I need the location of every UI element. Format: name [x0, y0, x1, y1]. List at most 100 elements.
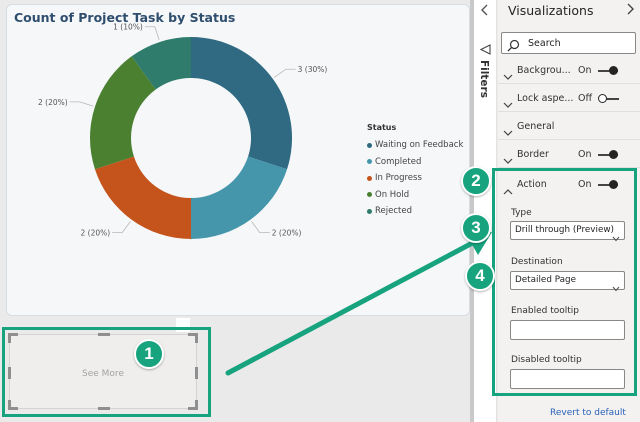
filters-label[interactable]: Filters — [478, 60, 490, 98]
filter-funnel-icon[interactable] — [479, 40, 491, 59]
section-action[interactable]: Action On — [498, 172, 640, 198]
pane-title: Visualizations — [508, 3, 594, 18]
callout-2: 2 — [461, 166, 491, 196]
callout-4: 4 — [465, 261, 495, 291]
legend-marker — [367, 192, 372, 198]
leader-line — [274, 68, 296, 78]
resize-handle[interactable] — [188, 407, 198, 410]
donut-chart: 3 (30%) 2 (20%) 2 (20%) 2 (20%) 1 (10%) — [38, 23, 328, 239]
legend-entry[interactable]: Waiting on Feedback — [367, 137, 463, 154]
see-more-button[interactable]: See More — [8, 333, 198, 410]
donut-slice-waiting-on-feedback[interactable] — [191, 37, 292, 170]
report-canvas: Count of Project Task by Status 3 (30%) 2… — [2, 4, 470, 417]
leader-line — [144, 26, 160, 41]
data-label: 3 (30%) — [298, 65, 328, 74]
border-toggle[interactable] — [598, 150, 618, 159]
legend-entry[interactable]: Completed — [367, 154, 463, 171]
leader-line — [69, 101, 94, 107]
legend-marker — [367, 159, 372, 165]
chevron-down-icon — [612, 277, 620, 296]
legend-entry[interactable]: In Progress — [367, 170, 463, 187]
destination-dropdown[interactable]: Detailed Page — [510, 271, 625, 292]
data-label: 1 (10%) — [113, 23, 143, 32]
resize-handle[interactable] — [8, 367, 11, 379]
donut-slice-on-hold[interactable] — [89, 56, 156, 170]
legend-label: In Progress — [375, 173, 422, 184]
chevron-down-icon — [612, 227, 620, 246]
legend-label: Rejected — [375, 206, 412, 217]
legend-label: On Hold — [375, 189, 410, 200]
disabled-tooltip-input[interactable] — [510, 369, 625, 389]
section-label: Action — [517, 179, 547, 190]
donut-chart-visual[interactable]: Count of Project Task by Status 3 (30%) 2… — [6, 4, 470, 316]
disabled-tooltip-label: Disabled tooltip — [511, 355, 582, 365]
chevron-down-icon — [503, 66, 513, 85]
section-label: Backgrou... — [517, 65, 571, 76]
resize-handle[interactable] — [8, 400, 11, 410]
legend-title: Status — [367, 123, 397, 132]
lock-aspect-toggle[interactable] — [598, 94, 619, 103]
section-border[interactable]: Border On — [498, 142, 640, 168]
legend-marker — [367, 175, 372, 181]
chevron-up-icon — [503, 180, 513, 199]
destination-label: Destination — [511, 257, 563, 267]
chevron-left-icon[interactable] — [480, 4, 489, 20]
type-dropdown[interactable]: Drill through (Preview) — [510, 221, 625, 242]
callout-3: 3 — [461, 213, 491, 243]
leader-line — [251, 221, 270, 234]
action-highlight-box — [492, 168, 637, 396]
chevron-down-icon — [503, 94, 513, 113]
legend-label: Completed — [375, 156, 422, 167]
data-label: 2 (20%) — [272, 229, 302, 238]
section-label: Border — [517, 149, 549, 160]
see-more-button-label: See More — [82, 369, 124, 379]
section-label: Lock aspe... — [517, 93, 574, 104]
resize-handle[interactable] — [195, 367, 198, 379]
data-label: 2 (20%) — [81, 229, 111, 238]
section-label: General — [517, 121, 555, 132]
search-icon — [507, 37, 520, 56]
search-box[interactable] — [501, 32, 636, 54]
resize-handle[interactable] — [8, 333, 11, 343]
toggle-state-label: On — [578, 149, 592, 160]
chevron-down-icon — [503, 150, 513, 169]
legend-marker — [367, 208, 372, 214]
resize-handle[interactable] — [98, 407, 110, 410]
resize-handle[interactable] — [8, 333, 18, 336]
destination-dropdown-value: Detailed Page — [515, 275, 577, 285]
donut-slice-in-progress[interactable] — [94, 156, 191, 239]
resize-handle[interactable] — [188, 333, 198, 336]
chevron-right-icon[interactable] — [626, 3, 635, 19]
revert-to-default-link[interactable]: Revert to default — [550, 408, 626, 418]
section-general[interactable]: General — [498, 114, 640, 140]
chevron-down-icon — [503, 122, 513, 141]
legend-entry[interactable]: On Hold — [367, 187, 463, 204]
enabled-tooltip-input[interactable] — [510, 320, 625, 340]
chart-legend: Status Waiting on Feedback Completed In Pr… — [367, 123, 463, 220]
resize-handle[interactable] — [8, 407, 18, 410]
type-label: Type — [511, 208, 532, 218]
background-toggle[interactable] — [598, 66, 618, 75]
legend-marker — [367, 142, 372, 148]
data-label: 2 (20%) — [38, 98, 68, 107]
legend-entry[interactable]: Rejected — [367, 203, 463, 220]
leader-line — [112, 221, 131, 234]
button-highlight-box — [2, 327, 211, 417]
callout-1: 1 — [134, 339, 164, 369]
action-toggle[interactable] — [598, 180, 618, 189]
resize-handle[interactable] — [98, 333, 110, 336]
toggle-state-label: On — [578, 65, 592, 76]
resize-handle[interactable] — [195, 400, 198, 410]
donut-slice-completed[interactable] — [191, 156, 288, 239]
search-input[interactable] — [528, 36, 632, 50]
donut-slice-rejected[interactable] — [131, 37, 191, 90]
section-lock-aspect[interactable]: Lock aspe... Off — [498, 86, 640, 112]
enabled-tooltip-label: Enabled tooltip — [511, 306, 580, 316]
type-dropdown-value: Drill through (Preview) — [515, 225, 614, 235]
resize-handle[interactable] — [195, 333, 198, 343]
chart-title: Count of Project Task by Status — [14, 10, 236, 25]
section-background[interactable]: Backgrou... On — [498, 58, 640, 84]
legend-label: Waiting on Feedback — [375, 140, 464, 151]
canvas-scroll-edge — [470, 0, 474, 422]
visualizations-pane: Visualizations Backgrou... On Lock aspe.… — [498, 0, 640, 422]
